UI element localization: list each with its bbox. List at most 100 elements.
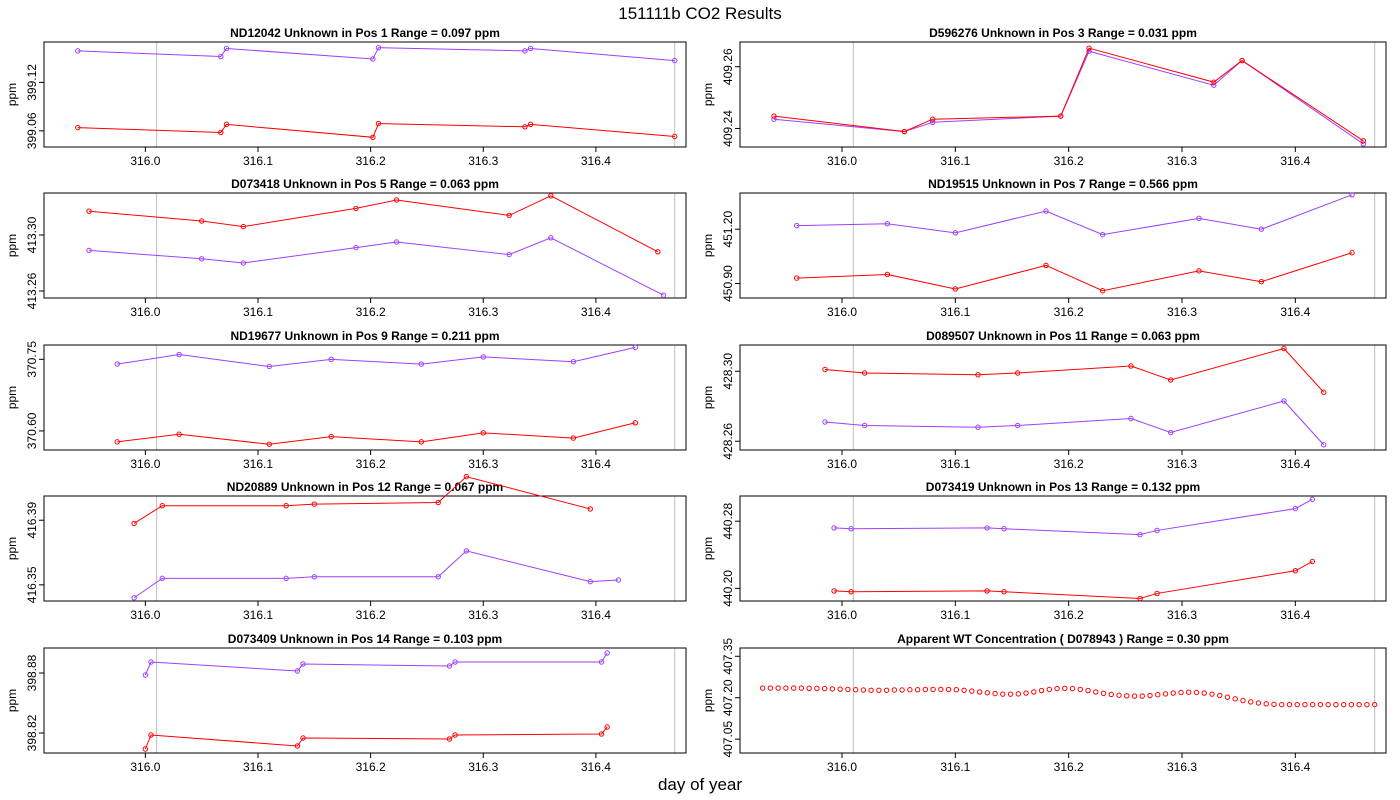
series-line-purple [834, 498, 1313, 536]
plot-frame [739, 647, 1387, 754]
data-point [328, 433, 334, 440]
y-tick-label: 409.26 [721, 48, 735, 85]
data-point [1062, 685, 1068, 692]
x-tick-label: 316.4 [1280, 154, 1310, 168]
data-point [672, 57, 678, 64]
data-point [1116, 692, 1122, 698]
series-line-purple [796, 194, 1353, 236]
y-tick-label: 428.26 [721, 423, 735, 460]
data-point [822, 419, 828, 425]
data-point [1014, 422, 1021, 429]
panel-7: ND20889 Unknown in Pos 12 Range = 0.067 … [5, 473, 687, 622]
data-point [548, 193, 554, 199]
data-point [821, 685, 828, 692]
data-point [1014, 370, 1021, 376]
data-point [1211, 82, 1217, 88]
x-tick-label: 316.4 [1280, 608, 1310, 622]
data-point [1309, 701, 1316, 708]
series-line-red [117, 422, 636, 445]
data-point [992, 690, 998, 697]
panel-title: D073418 Unknown in Pos 5 Range = 0.063 p… [231, 177, 499, 191]
data-point [1167, 429, 1174, 436]
data-point [1137, 595, 1143, 602]
data-point [300, 735, 306, 741]
data-point [1281, 398, 1287, 404]
data-point [223, 121, 230, 128]
data-point [975, 372, 981, 378]
x-tick-label: 316.1 [940, 608, 970, 622]
x-tick-label: 316.2 [1054, 154, 1084, 168]
data-point [522, 48, 528, 54]
data-point [86, 247, 92, 254]
panel-title: D073409 Unknown in Pos 14 Range = 0.103 … [228, 632, 502, 646]
data-point [1320, 442, 1327, 448]
data-point [1186, 689, 1192, 695]
y-tick-label: 370.75 [25, 341, 39, 378]
x-tick-label: 316.1 [940, 154, 970, 168]
data-point [587, 578, 593, 585]
data-point [294, 668, 301, 674]
y-tick-label: 398.82 [25, 714, 39, 751]
data-point [929, 116, 936, 122]
data-point [452, 732, 458, 738]
data-point [1046, 686, 1052, 693]
data-point [1309, 558, 1316, 565]
panel-title: ND20889 Unknown in Pos 12 Range = 0.067 … [227, 480, 503, 494]
x-tick-label: 316.4 [581, 457, 611, 471]
x-tick-label: 316.1 [243, 154, 273, 168]
data-point [1162, 691, 1169, 697]
data-point [775, 685, 781, 691]
panel-6: D089507 Unknown in Pos 11 Range = 0.063 … [701, 329, 1387, 471]
x-tick-label: 316.4 [1280, 305, 1310, 319]
data-point [1077, 686, 1083, 693]
y-tick-label: 399.06 [25, 112, 39, 149]
data-point [506, 212, 512, 219]
figure-title: 151111b CO2 Results [618, 4, 782, 23]
panel-9: D073409 Unknown in Pos 14 Range = 0.103 … [5, 632, 687, 774]
data-point [632, 420, 639, 426]
data-point [548, 235, 554, 241]
data-point [884, 271, 891, 278]
series-line-purple [133, 550, 619, 599]
x-tick-label: 316.2 [356, 154, 386, 168]
series-line-red [77, 123, 675, 138]
panel-title: D596276 Unknown in Pos 3 Range = 0.031 p… [929, 26, 1197, 40]
data-point [159, 575, 165, 582]
data-point [198, 256, 205, 262]
data-point [198, 218, 205, 224]
plot-frame [739, 344, 1387, 451]
panel-4: ND19515 Unknown in Pos 7 Range = 0.566 p… [701, 177, 1387, 319]
data-point [148, 732, 154, 738]
data-point [660, 292, 667, 298]
data-point [240, 260, 247, 266]
data-point [806, 685, 812, 692]
data-point [1058, 113, 1064, 119]
data-point [294, 743, 301, 749]
x-tick-label: 316.1 [243, 305, 273, 319]
data-point [370, 134, 376, 141]
data-point [945, 686, 952, 693]
panel-title: D073419 Unknown in Pos 13 Range = 0.132 … [926, 480, 1200, 494]
data-point [463, 548, 470, 554]
data-point [1124, 693, 1130, 699]
x-tick-label: 316.2 [1054, 608, 1084, 622]
data-point [655, 249, 661, 255]
data-point [1371, 701, 1378, 708]
data-point [1255, 700, 1262, 706]
data-point [266, 363, 272, 370]
data-point [837, 686, 843, 692]
data-point [1309, 496, 1316, 503]
series-line-red [144, 726, 608, 750]
data-point [418, 439, 425, 445]
data-point [1128, 363, 1134, 369]
y-tick-label: 413.30 [25, 216, 39, 253]
data-point [1196, 268, 1202, 274]
data-point [522, 124, 528, 130]
y-tick-label: 407.05 [721, 721, 735, 758]
data-point [1131, 693, 1138, 699]
plot-frame [43, 344, 687, 451]
x-tick-label: 316.4 [1280, 760, 1310, 774]
data-point [861, 422, 868, 429]
x-tick-label: 316.4 [581, 154, 611, 168]
plot-frame [43, 41, 687, 148]
